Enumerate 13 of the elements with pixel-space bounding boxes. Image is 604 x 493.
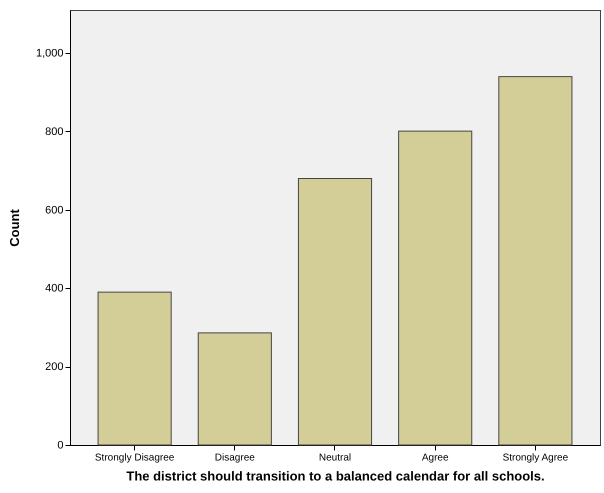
y-tick-label: 0 (57, 440, 64, 452)
y-tick-label: 400 (45, 282, 64, 295)
y-tick-label: 1,000 (36, 48, 64, 60)
x-tick-label: Neutral (318, 452, 352, 464)
y-tick-label: 200 (45, 361, 64, 374)
x-tick-label: Strongly Disagree (94, 452, 175, 464)
x-axis-title: The district should transition to a balanced calendar for all schools. (126, 468, 545, 484)
x-tick-label: Agree (422, 452, 449, 464)
x-tick-label: Disagree (214, 452, 256, 464)
x-tick-label: Strongly Agree (502, 452, 569, 464)
y-axis-title: Count (6, 208, 22, 247)
y-tick-label: 800 (45, 126, 64, 138)
y-tick-label: 600 (45, 204, 64, 216)
